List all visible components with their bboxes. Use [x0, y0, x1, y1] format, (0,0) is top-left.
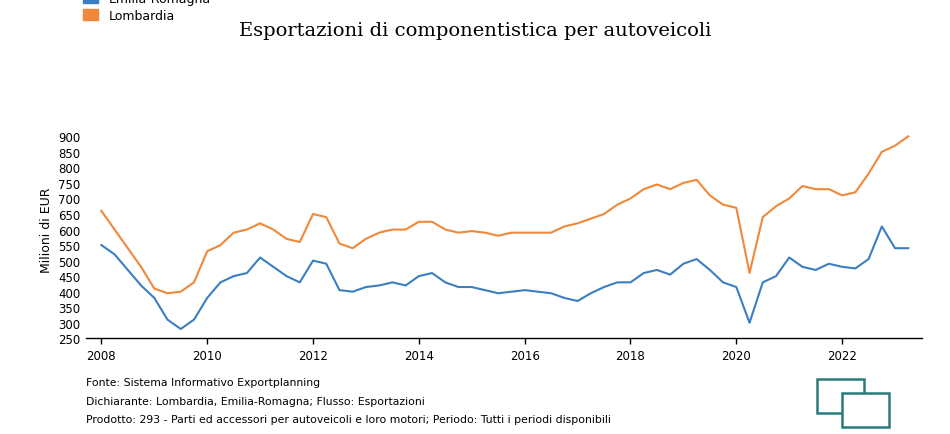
Emilia-Romagna [876, 224, 887, 230]
Lombardia [162, 291, 173, 296]
Line: Lombardia: Lombardia [102, 137, 908, 293]
Lombardia [268, 227, 279, 233]
Emilia-Romagna [175, 327, 186, 332]
Text: Esportazioni di componentistica per autoveicoli: Esportazioni di componentistica per auto… [238, 22, 712, 39]
Lombardia [505, 230, 517, 236]
Lombardia [902, 135, 914, 140]
Text: Dichiarante: Lombardia, Emilia-Romagna; Flusso: Esportazioni: Dichiarante: Lombardia, Emilia-Romagna; … [86, 396, 425, 406]
Lombardia [810, 187, 822, 192]
Emilia-Romagna [902, 246, 914, 251]
Lombardia [175, 289, 186, 295]
Emilia-Romagna [810, 268, 822, 273]
FancyBboxPatch shape [816, 379, 864, 413]
Emilia-Romagna [96, 243, 107, 248]
Emilia-Romagna [320, 262, 332, 267]
Y-axis label: Milioni di EUR: Milioni di EUR [40, 187, 53, 273]
Text: Fonte: Sistema Informativo Exportplanning: Fonte: Sistema Informativo Exportplannin… [86, 378, 319, 388]
Line: Emilia-Romagna: Emilia-Romagna [102, 227, 908, 329]
Lombardia [320, 215, 332, 220]
Emilia-Romagna [162, 317, 173, 322]
Emilia-Romagna [268, 265, 279, 270]
Lombardia [96, 209, 107, 214]
Emilia-Romagna [598, 285, 610, 290]
Text: Prodotto: 293 - Parti ed accessori per autoveicoli e loro motori; Periodo: Tutti: Prodotto: 293 - Parti ed accessori per a… [86, 414, 610, 424]
Legend: Emilia-Romagna, Lombardia: Emilia-Romagna, Lombardia [84, 0, 211, 23]
Lombardia [598, 212, 610, 217]
Emilia-Romagna [505, 289, 517, 295]
FancyBboxPatch shape [842, 393, 889, 427]
